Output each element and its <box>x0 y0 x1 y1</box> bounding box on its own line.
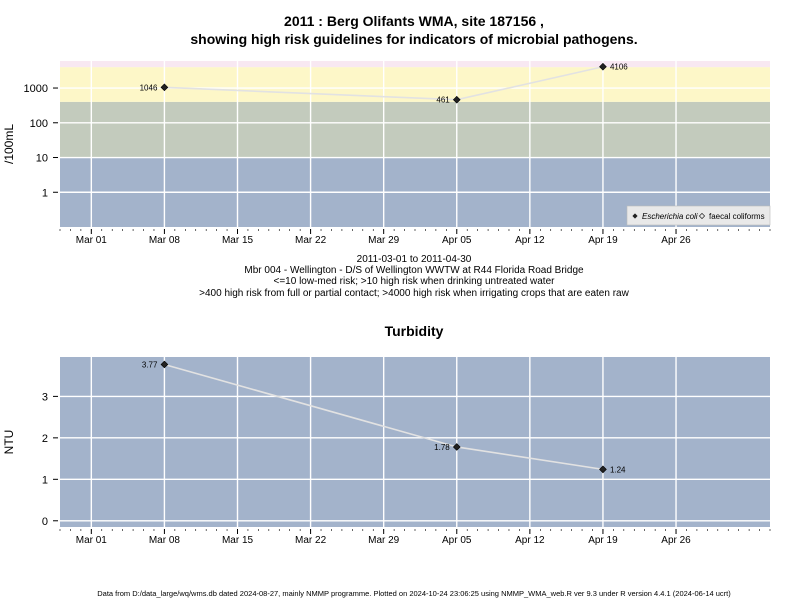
x-tick-label: Mar 01 <box>76 235 108 246</box>
chart-title: Turbidity <box>385 323 444 339</box>
data-label: 1046 <box>140 83 158 92</box>
footer-note: Data from D:/data_large/wq/wms.db dated … <box>97 589 731 598</box>
data-point <box>452 443 461 451</box>
data-point <box>160 360 169 369</box>
risk-band-3 <box>60 61 770 68</box>
x-tick-label: Apr 12 <box>515 535 545 546</box>
x-tick-label: Apr 12 <box>515 235 545 246</box>
data-label: 461 <box>436 96 450 105</box>
caption-line: <=10 low-med risk; >10 high risk when dr… <box>274 276 556 287</box>
legend-entry: Escherichia coli <box>642 212 698 221</box>
x-tick-label: Mar 15 <box>222 235 254 246</box>
x-tick-label: Apr 05 <box>442 235 472 246</box>
y-tick-label: 1 <box>42 187 48 199</box>
caption-line: >400 high risk from full or partial cont… <box>199 288 629 299</box>
x-tick-label: Apr 19 <box>588 235 618 246</box>
y-tick-label: 1000 <box>24 83 48 95</box>
data-point <box>452 95 461 104</box>
data-label: 4106 <box>610 63 628 72</box>
risk-band-2 <box>60 67 770 102</box>
x-tick-label: Apr 19 <box>588 535 618 546</box>
caption-line: Mbr 004 - Wellington - D/S of Wellington… <box>244 265 584 276</box>
data-label: 1.78 <box>434 443 450 452</box>
data-point <box>599 62 607 71</box>
y-axis-label: /100mL <box>2 124 16 164</box>
x-tick-label: Mar 08 <box>149 235 181 246</box>
page-title-line1: 2011 : Berg Olifants WMA, site 187156 , <box>284 13 544 29</box>
x-tick-label: Mar 15 <box>222 535 254 546</box>
y-tick-label: 1 <box>42 474 48 486</box>
x-tick-label: Apr 26 <box>661 535 691 546</box>
x-tick-label: Mar 22 <box>295 235 327 246</box>
legend-marker-filled <box>632 213 638 219</box>
data-point <box>599 465 607 474</box>
x-tick-label: Mar 29 <box>368 235 400 246</box>
risk-band-1 <box>60 101 770 158</box>
x-tick-label: Mar 29 <box>368 535 400 546</box>
x-tick-label: Mar 08 <box>149 535 181 546</box>
page-title-line2: showing high risk guidelines for indicat… <box>190 31 637 47</box>
y-tick-label: 3 <box>42 391 48 403</box>
x-tick-label: Mar 22 <box>295 535 327 546</box>
x-tick-label: Apr 05 <box>442 535 472 546</box>
y-tick-label: 100 <box>30 118 48 130</box>
x-tick-label: Mar 01 <box>76 535 108 546</box>
legend-entry: faecal coliforms <box>709 212 765 221</box>
y-axis-label: NTU <box>2 430 16 455</box>
data-label: 1.24 <box>610 465 626 474</box>
y-tick-label: 0 <box>42 516 48 528</box>
legend-marker-open <box>698 212 706 220</box>
data-point <box>160 83 169 92</box>
y-tick-label: 10 <box>36 153 48 165</box>
plot-background <box>60 357 770 527</box>
caption-line: 2011-03-01 to 2011-04-30 <box>357 254 472 265</box>
legend-box <box>626 205 771 226</box>
turbidity-chart: Mar 01 Mar 08 Mar 15 Mar 22 Mar 29 Apr 05 Apr … <box>2 323 771 546</box>
x-tick-label: Apr 26 <box>661 235 691 246</box>
microbial-chart: Mar 01 Mar 08 Mar 15 Mar 22 Mar 29 Apr 05 Apr … <box>2 61 771 246</box>
y-tick-label: 2 <box>42 433 48 445</box>
data-label: 3.77 <box>142 360 158 369</box>
